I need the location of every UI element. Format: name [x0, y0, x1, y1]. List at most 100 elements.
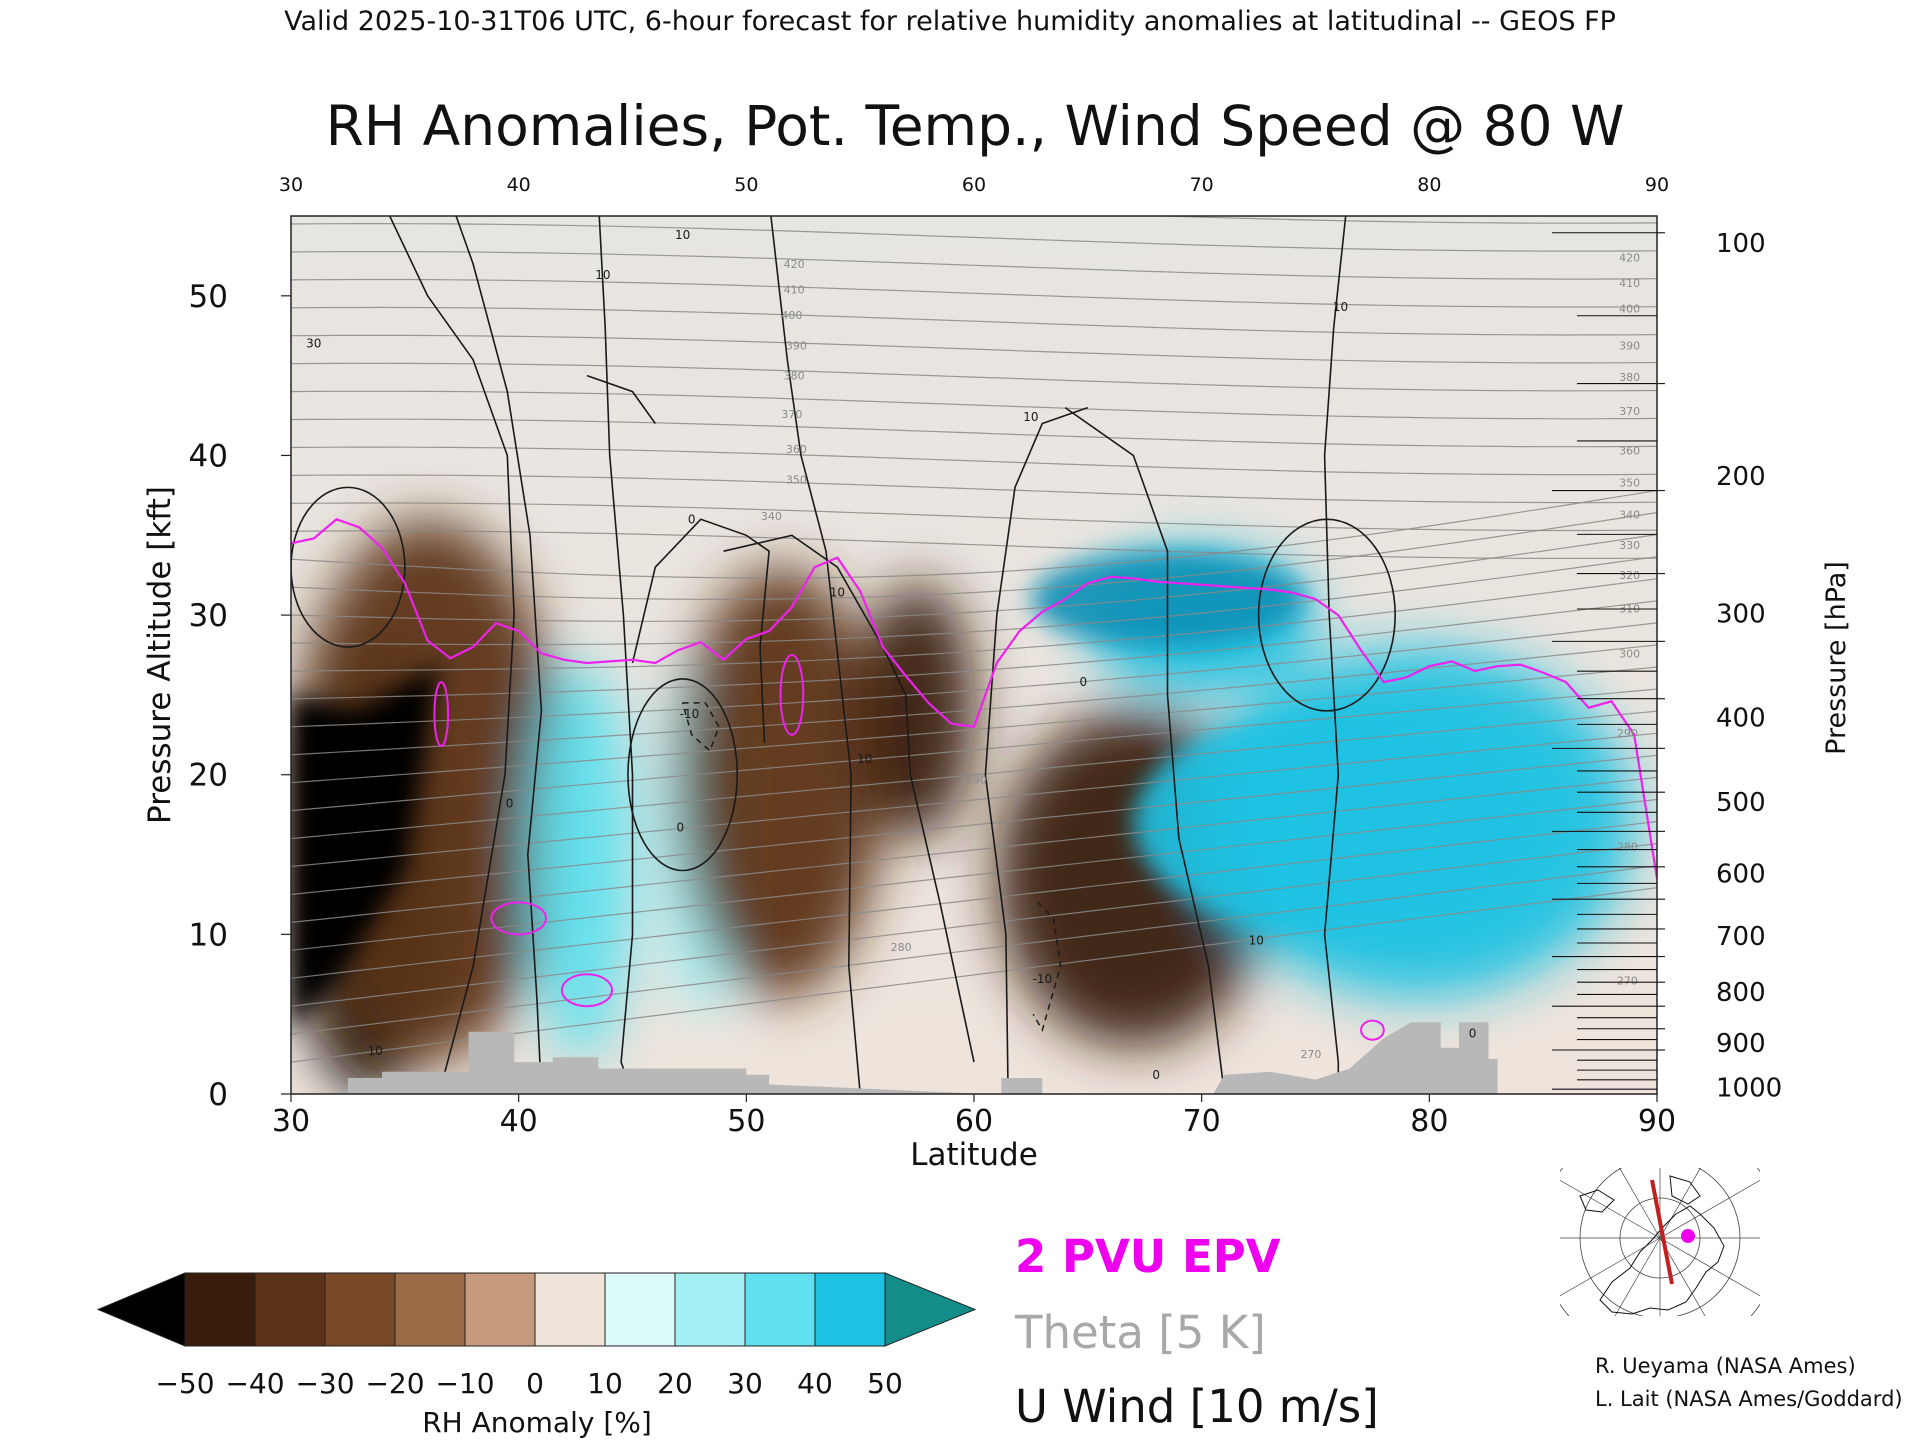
x-axis-top: 30 40 50 60 70 80 90: [279, 174, 1669, 196]
pressure-ticks: [1552, 232, 1665, 1090]
plot-area: 420 410 400 390 380 370 360 350 340 420 410 400 390 3…: [291, 216, 1657, 1094]
theta-label: 290: [966, 774, 987, 787]
contour-labels: 420 410 400 390 380 370 360 350 340 420 410 400 390 3…: [306, 228, 1640, 1082]
x-tick-label: 60: [955, 1104, 993, 1139]
theta-label: 300: [1619, 647, 1640, 660]
legend-epv: 2 PVU EPV: [1015, 1230, 1281, 1283]
theta-contour: [291, 843, 1657, 1007]
theta-label: 410: [1619, 277, 1640, 290]
theta-label: 290: [1617, 727, 1638, 740]
colorbar-tick-label: 30: [727, 1367, 763, 1400]
theta-contour: [291, 776, 1657, 923]
inset-marker: [1681, 1229, 1695, 1243]
colorbar-segment: [604, 1272, 676, 1347]
rh-anomaly-core: [1133, 710, 1544, 935]
theta-label: 410: [784, 283, 805, 296]
pressure-tick-label: 700: [1716, 922, 1766, 952]
uwind-label: 0: [1469, 1026, 1477, 1040]
x-top-tick-label: 30: [279, 174, 303, 196]
theta-contour: [291, 502, 1657, 532]
theta-contour: [291, 251, 1657, 280]
theta-contour: [291, 754, 1657, 896]
x-tick-label: 40: [500, 1104, 538, 1139]
pressure-tick-label: 600: [1716, 860, 1766, 890]
theta-contours: [291, 216, 1657, 1063]
pressure-tick-label: 900: [1716, 1029, 1766, 1059]
y-axis-label: Pressure Altitude [kft]: [142, 486, 178, 824]
uwind-contour: [723, 534, 975, 1063]
uwind-contours: [291, 216, 1396, 1094]
pressure-tick-label: 300: [1716, 599, 1766, 629]
x-top-tick-label: 60: [962, 174, 986, 196]
pressure-tick-label: 1000: [1716, 1074, 1782, 1104]
theta-contour: [291, 600, 1657, 700]
theta-contour: [291, 820, 1657, 979]
epv-2pvu-contour: [291, 518, 1657, 879]
theta-contour: [291, 732, 1657, 868]
theta-label: 360: [1619, 445, 1640, 458]
colorbar-over-arrow: [884, 1272, 977, 1347]
credits: R. Ueyama (NASA Ames) L. Lait (NASA Ames…: [1595, 1350, 1903, 1416]
uwind-contour: [770, 216, 861, 1094]
theta-label: 350: [1619, 477, 1640, 490]
uwind-contour: [631, 518, 770, 743]
epv-2pvu-contour: [779, 654, 805, 736]
pressure-tick-label: 500: [1716, 788, 1766, 818]
colorbar-tick-label: 10: [587, 1367, 623, 1400]
x-tick-label: 50: [727, 1104, 765, 1139]
uwind-label: -10: [1032, 972, 1052, 986]
pressure-tick-label: 100: [1716, 229, 1766, 259]
inset-meridian: [1659, 1179, 1760, 1239]
colorbar-segment: [744, 1272, 816, 1347]
x-top-tick-label: 50: [734, 174, 758, 196]
epv-2pvu-line: [291, 518, 1657, 1041]
uwind-label: 0: [506, 796, 514, 810]
uwind-label: 10: [595, 268, 610, 282]
uwind-label: 10: [368, 1044, 383, 1058]
x-axis-label: Latitude: [910, 1137, 1038, 1173]
credit-line-1: R. Ueyama (NASA Ames): [1595, 1354, 1856, 1378]
theta-contour: [291, 798, 1657, 951]
inset-map: [1560, 1168, 1760, 1316]
uwind-contour: [1064, 406, 1226, 1094]
theta-label: 420: [784, 258, 805, 271]
inset-meridian: [1659, 1237, 1760, 1297]
theta-contour: [291, 666, 1657, 784]
uwind-contour: [388, 216, 515, 1094]
colorbar-segment: [184, 1272, 256, 1347]
epv-2pvu-contour: [433, 681, 450, 747]
inset-coastline: [1579, 1189, 1615, 1213]
x-top-tick-label: 90: [1645, 174, 1669, 196]
colorbar-tick-label: −20: [365, 1367, 424, 1400]
y-tick-label: 0: [208, 1077, 228, 1113]
theta-contour: [291, 622, 1657, 728]
epv-2pvu-contour: [1360, 1019, 1385, 1041]
theta-label: 350: [786, 473, 807, 486]
colorbar-tick-label: −10: [435, 1367, 494, 1400]
y-tick-label: 20: [189, 758, 228, 794]
theta-contour: [291, 334, 1657, 364]
epv-2pvu-contour: [490, 901, 547, 936]
colorbar-tick-label: −40: [225, 1367, 284, 1400]
inset-meridian: [1560, 1237, 1661, 1297]
credit-line-2: L. Lait (NASA Ames/Goddard): [1595, 1387, 1903, 1411]
inset-cross-section-line: [1650, 1179, 1674, 1285]
theta-label: 420: [1619, 252, 1640, 265]
x-tick-label: 30: [272, 1104, 310, 1139]
theta-label: 270: [1617, 975, 1638, 988]
theta-contour: [291, 390, 1657, 420]
uwind-contour: [984, 406, 1089, 1094]
theta-label: 400: [781, 309, 802, 322]
theta-contour: [291, 489, 1657, 579]
terrain-shape: [347, 1022, 1498, 1094]
theta-label: 380: [784, 370, 805, 383]
colorbar: −50 −40 −30 −20 −10 0 10 20 30 40 50: [96, 1272, 977, 1400]
colorbar-segment: [254, 1272, 326, 1347]
colorbar-tick-label: 40: [797, 1367, 833, 1400]
theta-contour: [291, 362, 1657, 392]
y-axis-right: 100 200 300 400 500 600 700 800 900 1000: [1716, 229, 1782, 1103]
y-tick-label: 10: [189, 917, 228, 953]
uwind-label: 0: [1152, 1068, 1160, 1082]
x-top-tick-label: 80: [1417, 174, 1441, 196]
